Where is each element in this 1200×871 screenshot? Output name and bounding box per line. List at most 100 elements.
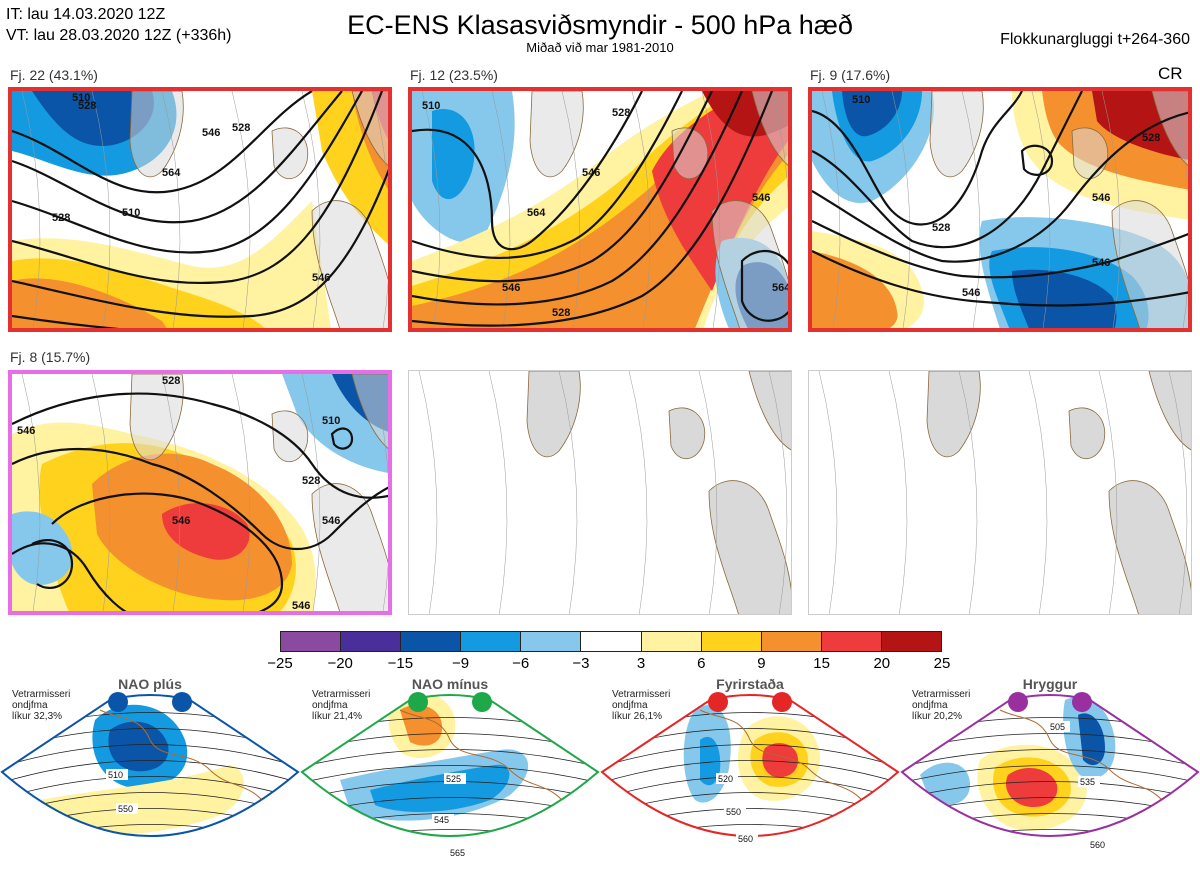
height-contour [812, 111, 1188, 263]
grid-line [301, 374, 321, 611]
regime-info-line: Vetrarmisseri [612, 689, 671, 700]
land-mass [1068, 407, 1106, 459]
regime-info-line: ondjfma [612, 700, 648, 711]
regime-anomaly-area [40, 765, 244, 836]
contour-label: 546 [962, 287, 980, 299]
regime-marker-dot [408, 692, 428, 712]
cluster-map-3: 510 528 546 528 546 546 [808, 87, 1192, 332]
regime-outline [0, 694, 300, 837]
regime-marker-dot [172, 692, 192, 712]
colorbar-tick-label: −20 [327, 655, 353, 672]
height-contour [12, 542, 127, 611]
colorbar-swatch [581, 632, 642, 651]
regime-title: Fyrirstaða [716, 676, 784, 692]
height-contour [812, 250, 1188, 307]
contour-label: 546 [582, 167, 600, 179]
height-contour [812, 91, 1083, 249]
grid-line [21, 91, 41, 328]
height-contour [12, 91, 384, 285]
regime-contour-label-bg [448, 847, 470, 858]
regime-info: Vetrarmisseri ondjfma líkur 20,2% [912, 689, 970, 722]
land-mass [1151, 91, 1188, 166]
grid-line [961, 91, 981, 328]
height-contour [12, 91, 343, 224]
land-mass [708, 480, 791, 614]
contour-label: 564 [527, 207, 546, 219]
regime-contour [2, 824, 298, 836]
regime-info-line: líkur 20,2% [912, 711, 963, 722]
regime-contour-label: 565 [450, 848, 465, 858]
regime-contour [902, 781, 1198, 800]
land-mass [311, 200, 388, 328]
grid-line [1028, 371, 1048, 614]
grid-line [891, 91, 911, 328]
regime-title: NAO plús [118, 676, 182, 692]
contour-label: 528 [1142, 132, 1160, 144]
grid-line [231, 374, 251, 611]
regime-contour [2, 776, 298, 800]
cluster-map-4: 528 546 510 528 546 546 546 [8, 370, 392, 615]
regime-anomaly-area [370, 764, 510, 812]
valid-time: VT: lau 28.03.2020 12Z (+336h) [6, 27, 232, 44]
colorbar-swatch [401, 632, 462, 651]
regime-info-line: líkur 21,4% [312, 711, 363, 722]
colorbar-swatch [281, 632, 342, 651]
regime-info-line: Vetrarmisseri [312, 689, 371, 700]
regime-contour-label-bg [106, 769, 128, 780]
anomaly-area [812, 251, 898, 328]
regime-outline [600, 694, 900, 837]
regime-marker-dot [708, 692, 728, 712]
contour-label: 510 [422, 100, 440, 112]
grid-line [821, 91, 841, 328]
regime-coastline [699, 709, 871, 811]
land-mass [748, 371, 791, 451]
regime-contour [602, 808, 898, 832]
contour-label: 510 [122, 207, 140, 219]
regime-contour-label: 505 [1050, 722, 1065, 732]
colorbar-swatch [761, 632, 822, 651]
regime-contour [302, 765, 598, 784]
colorbar-tick-label: −15 [387, 655, 414, 672]
grid-line [1171, 91, 1188, 328]
anomaly-area [32, 91, 154, 146]
regime-contour [2, 744, 298, 768]
regime-info-line: líkur 32,3% [12, 711, 63, 722]
contour-label: 528 [612, 107, 630, 119]
colorbar [280, 631, 942, 652]
regime-contour [902, 829, 1198, 836]
height-contour [412, 91, 683, 259]
colorbar-tick-label: −9 [451, 655, 470, 672]
regime-info-line: ondjfma [912, 700, 948, 711]
height-contour [31, 539, 74, 590]
land-mass [526, 371, 581, 458]
height-contour [740, 249, 788, 322]
grid-line [768, 371, 788, 614]
contour-label: 546 [502, 282, 520, 294]
height-contour [51, 492, 284, 611]
regime-contour [602, 760, 898, 784]
colorbar-swatch [341, 632, 402, 651]
grid-line [958, 371, 978, 614]
regime-contour [2, 760, 298, 784]
land-mass [311, 483, 388, 611]
regime-contour [302, 749, 598, 768]
contour-label: 546 [752, 192, 770, 204]
grid-line [371, 374, 388, 611]
colorbar-swatch [641, 632, 702, 651]
height-contour [412, 91, 713, 283]
anomaly-area [842, 91, 902, 137]
grid-line [371, 91, 388, 328]
regime-nao-minus: 525 545 565 Vetrarmisseri ondjfma líkur 21,4%… [300, 670, 600, 871]
grid-line [421, 91, 441, 328]
height-contour [12, 447, 388, 551]
land-mass [711, 200, 788, 328]
regime-contour-label-bg [432, 814, 454, 825]
anomaly-area [12, 511, 73, 585]
anomaly-area [1012, 269, 1117, 328]
regime-contour-label: 525 [446, 774, 461, 784]
contour-label: 546 [17, 425, 35, 437]
contour-label: 546 [1092, 257, 1110, 269]
regime-anomaly-area [1010, 848, 1040, 863]
colorbar-tick-label: 9 [757, 655, 766, 672]
regime-anomaly-area [762, 743, 798, 778]
